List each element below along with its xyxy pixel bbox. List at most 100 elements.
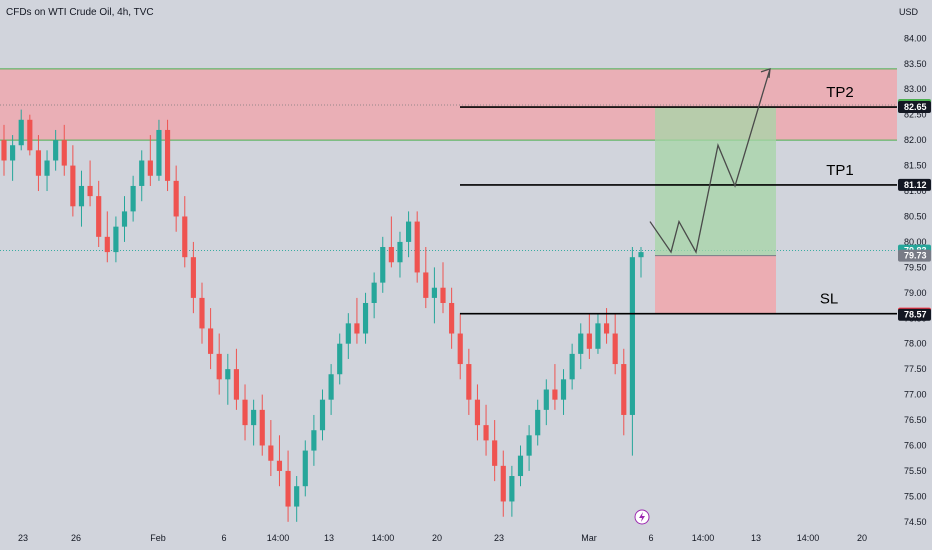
x-tick-label: 14:00 — [267, 533, 290, 543]
y-tick-label: 81.50 — [904, 161, 927, 171]
projection-path — [649, 68, 771, 254]
candle-body — [104, 236, 110, 253]
candle-body — [405, 221, 412, 242]
y-tick-label: 77.50 — [904, 364, 927, 374]
candle-body — [440, 287, 446, 303]
candle-body — [182, 216, 188, 258]
y-tick-label: 75.00 — [904, 491, 927, 501]
level-label-sl: SL — [820, 291, 838, 308]
x-tick-label: 6 — [221, 533, 226, 543]
candle-body — [612, 333, 618, 365]
candle-body — [492, 440, 498, 466]
candle-body — [251, 409, 257, 426]
candle-body — [449, 302, 455, 334]
candle-body — [457, 333, 463, 365]
candle-body — [233, 369, 240, 400]
candle-body — [397, 241, 403, 263]
chart-title: CFDs on WTI Crude Oil, 4h, TVC — [6, 7, 154, 18]
candle-body — [621, 364, 627, 415]
price-badge-label: 78.57 — [904, 310, 927, 320]
y-tick-label: 83.50 — [904, 59, 927, 69]
x-tick-label: Mar — [581, 533, 597, 543]
candle-body — [337, 343, 343, 375]
x-tick-label: 23 — [494, 533, 504, 543]
candle-body — [328, 374, 334, 400]
price-axis-bg — [897, 0, 932, 550]
lightning-icon-glyph — [639, 512, 645, 522]
candle-body — [113, 226, 119, 253]
candle-body — [147, 160, 153, 176]
candle-body — [517, 455, 524, 477]
y-tick-label: 82.50 — [904, 110, 927, 120]
candle-body — [362, 302, 369, 334]
x-tick-label: 20 — [432, 533, 442, 543]
candle-body — [208, 328, 214, 354]
x-tick-label: 6 — [648, 533, 653, 543]
candle-body — [603, 323, 610, 334]
level-label-tp1: TP1 — [826, 162, 854, 179]
candle-body — [560, 379, 567, 400]
x-tick-label: 26 — [71, 533, 81, 543]
candle-body — [543, 389, 549, 410]
candle-body — [423, 272, 429, 298]
candle-body — [242, 399, 248, 426]
candle-body — [130, 185, 136, 212]
candle-body — [44, 160, 50, 176]
candle-body — [345, 323, 351, 344]
candle-body — [190, 257, 196, 298]
y-tick-label: 83.00 — [904, 84, 927, 94]
y-tick-label: 75.50 — [904, 466, 927, 476]
y-tick-label: 84.00 — [904, 33, 927, 43]
candle-body — [638, 252, 644, 258]
candle-body — [380, 247, 386, 283]
y-tick-label: 82.00 — [904, 135, 927, 145]
candle-body — [509, 476, 515, 502]
candle-body — [294, 486, 300, 507]
candle-body — [483, 425, 489, 441]
y-tick-label: 80.00 — [904, 237, 927, 247]
candle-body — [526, 435, 532, 456]
reward-zone — [655, 107, 776, 256]
candle-body — [569, 353, 575, 380]
candle-body — [18, 119, 24, 146]
candle-body — [139, 160, 145, 186]
price-badge — [898, 101, 931, 114]
price-badge-label: 79.73 — [904, 251, 927, 261]
candle-body — [578, 333, 584, 354]
x-tick-label: 13 — [324, 533, 334, 543]
projection-arrowhead — [760, 67, 771, 78]
candle-body — [276, 460, 283, 471]
candle-body — [173, 180, 179, 217]
candle-body — [595, 323, 601, 349]
y-tick-label: 79.50 — [904, 262, 927, 272]
candle-body — [27, 119, 33, 151]
candle-body — [268, 445, 274, 461]
candle-body — [156, 129, 162, 176]
candle-body — [61, 140, 67, 166]
candle-body — [311, 430, 317, 451]
candle-body — [500, 465, 506, 502]
price-badge — [898, 178, 931, 191]
candle-body — [53, 140, 59, 161]
x-tick-label: 20 — [857, 533, 867, 543]
x-tick-label: 14:00 — [692, 533, 715, 543]
candle-body — [225, 369, 231, 380]
y-tick-label: 78.00 — [904, 339, 927, 349]
y-tick-label: 74.50 — [904, 517, 927, 527]
candle-body — [70, 165, 76, 207]
x-tick-label: 14:00 — [372, 533, 395, 543]
candle-body — [431, 287, 437, 298]
y-tick-label: 79.00 — [904, 288, 927, 298]
candle-body — [96, 196, 102, 237]
y-tick-label: 76.00 — [904, 440, 927, 450]
x-tick-label: 14:00 — [797, 533, 820, 543]
y-tick-label: 80.50 — [904, 211, 927, 221]
price-badge — [898, 249, 931, 262]
candle-body — [552, 389, 558, 400]
x-tick-label: 13 — [751, 533, 761, 543]
candle-body — [259, 409, 265, 446]
candle-body — [466, 364, 472, 400]
candle-body — [414, 221, 420, 273]
